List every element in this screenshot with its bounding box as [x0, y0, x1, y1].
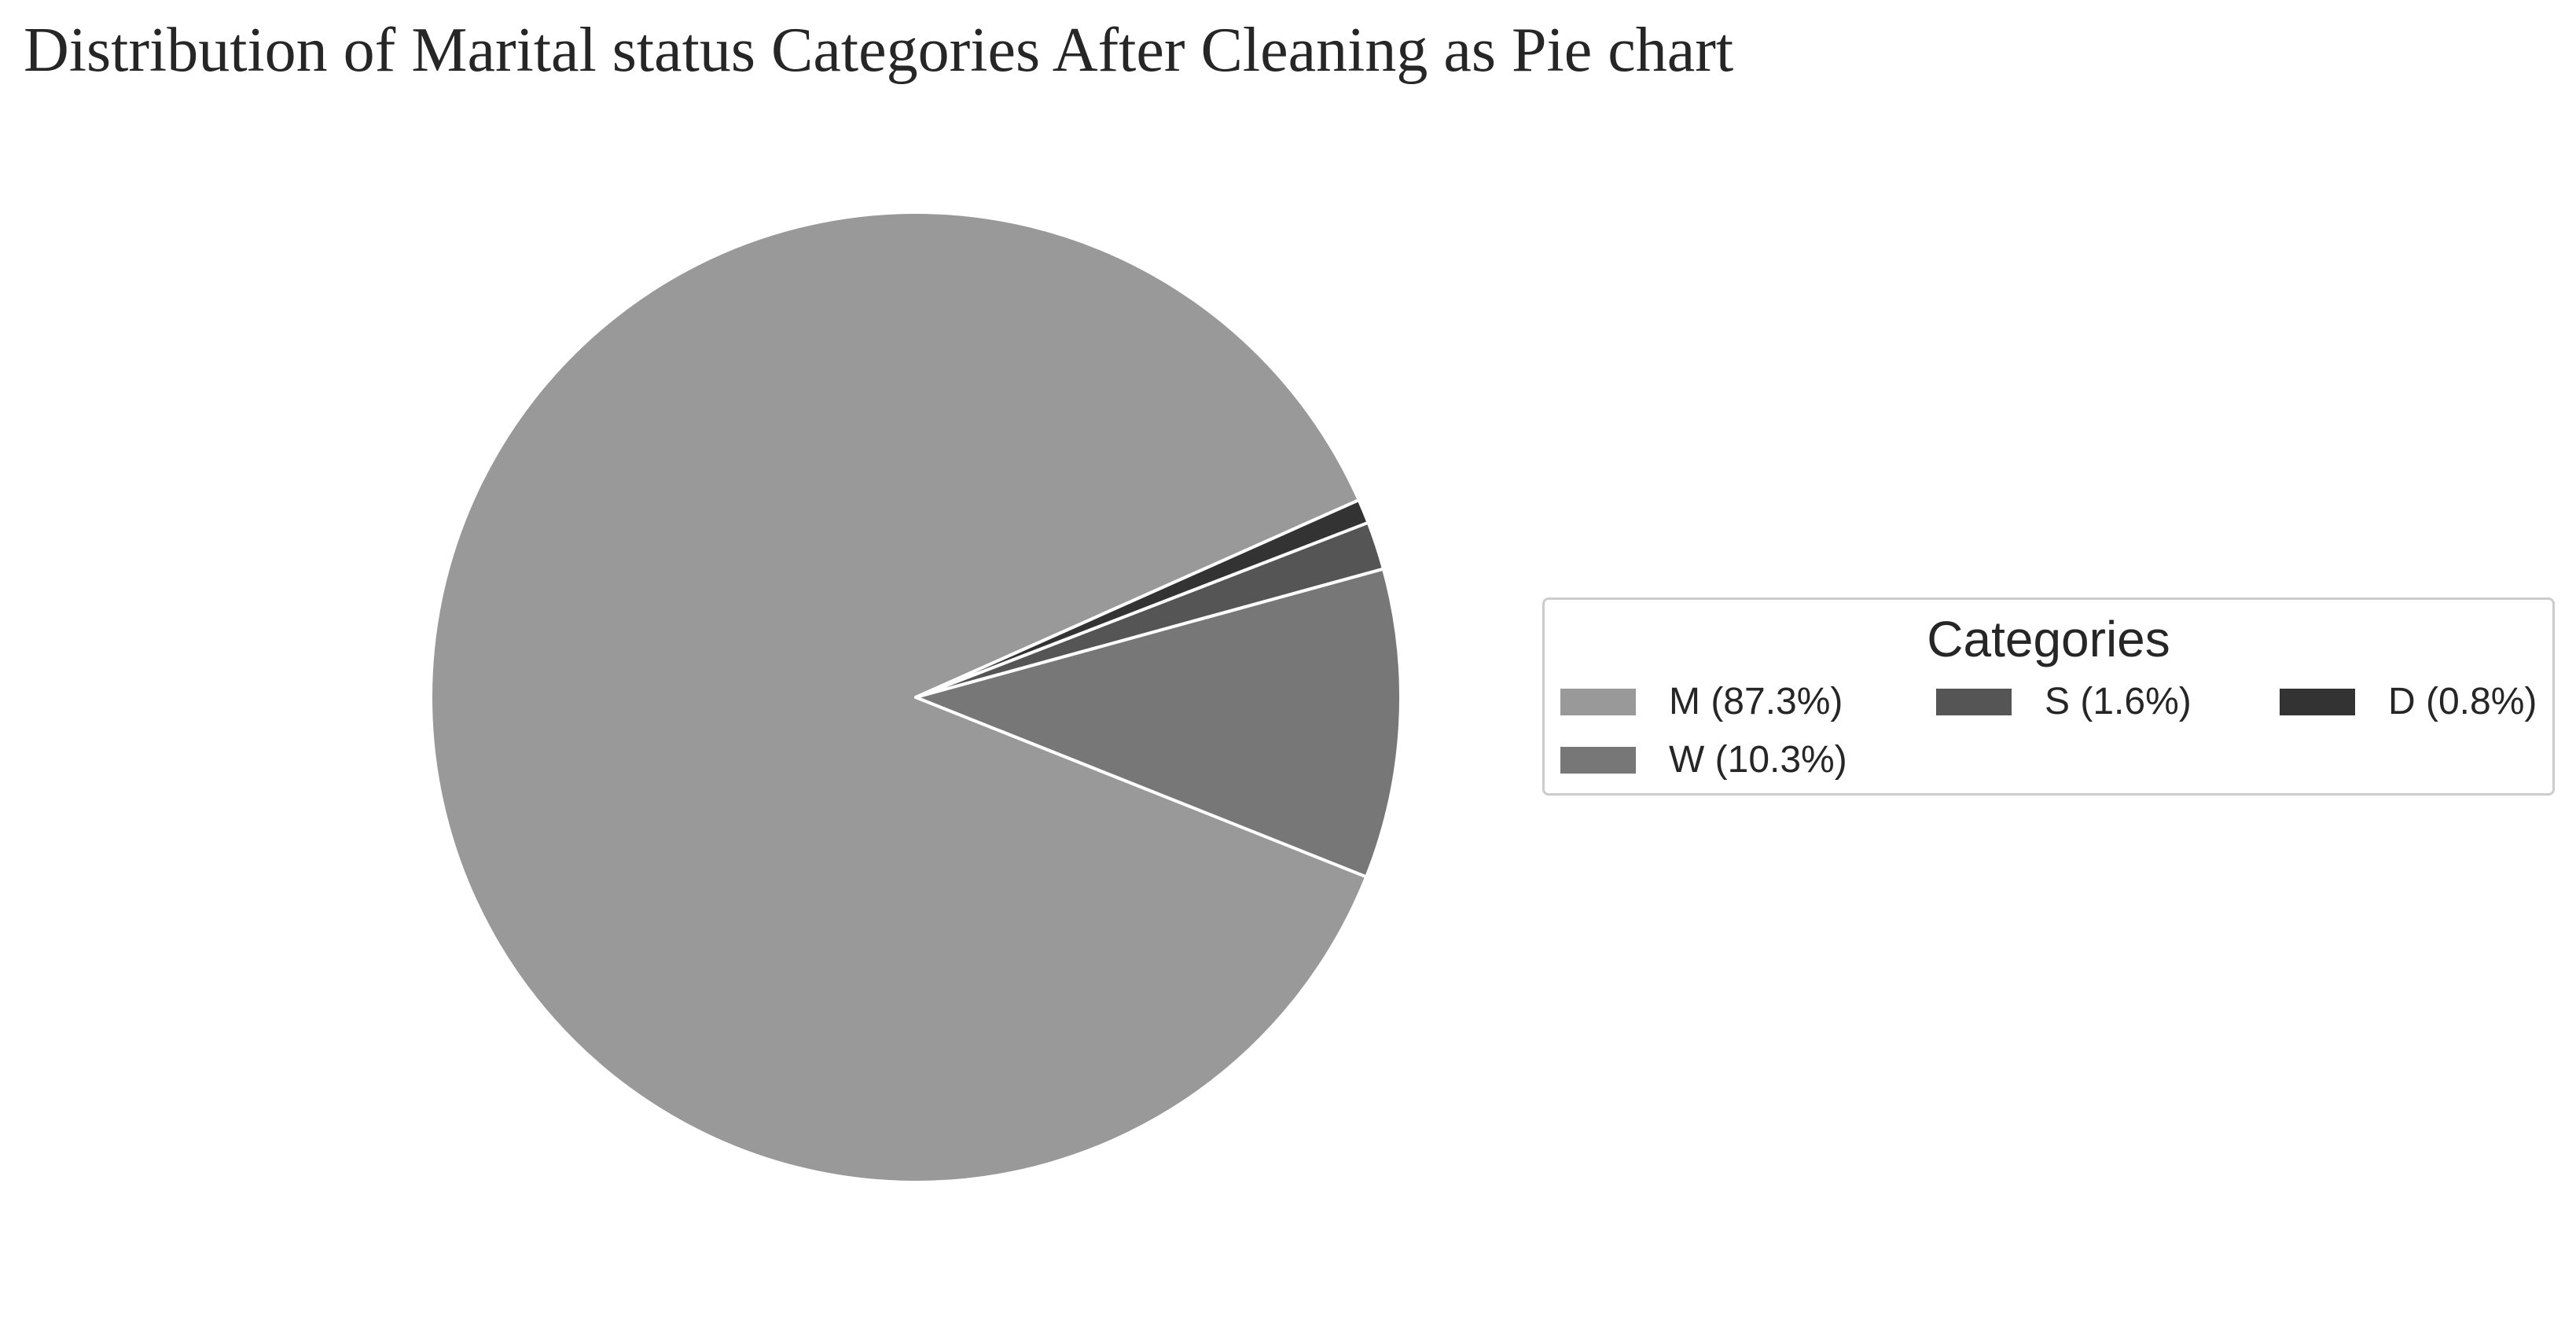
legend-swatch-m: [1560, 689, 1636, 715]
legend: Categories M (87.3%) S (1.6%) D (0.8%) W…: [1542, 597, 2555, 796]
legend-item-m: M (87.3%): [1560, 678, 1843, 726]
legend-item-d: D (0.8%): [2280, 678, 2537, 726]
legend-label-w: W (10.3%): [1669, 739, 1847, 781]
legend-item-w: W (10.3%): [1560, 737, 1847, 784]
pie-slice-m: [429, 211, 1369, 1184]
pie-slices: [429, 211, 1402, 1184]
pie-slice-w: [914, 567, 1402, 879]
legend-swatch-w: [1560, 747, 1636, 774]
legend-swatch-s: [1936, 689, 2012, 715]
legend-swatch-d: [2280, 689, 2355, 715]
legend-label-s: S (1.6%): [2045, 681, 2192, 722]
pie-slice-d: [914, 498, 1370, 699]
legend-label-m: M (87.3%): [1669, 681, 1843, 722]
legend-item-s: S (1.6%): [1936, 678, 2192, 726]
legend-title: Categories: [1927, 611, 2170, 667]
legend-label-d: D (0.8%): [2388, 681, 2537, 722]
chart-title: Distribution of Marital status Categorie…: [24, 16, 1734, 85]
